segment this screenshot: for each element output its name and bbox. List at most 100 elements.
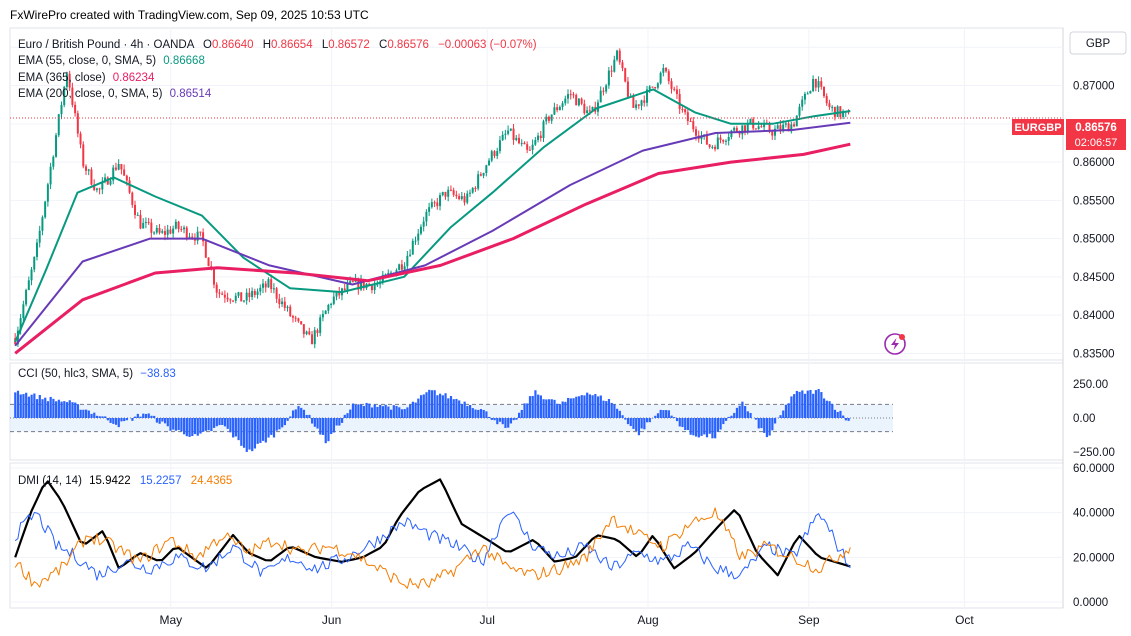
candle xyxy=(311,331,314,345)
cci-bar xyxy=(22,394,25,418)
lightning-alert-icon[interactable] xyxy=(884,333,906,355)
candle xyxy=(798,103,801,121)
candle xyxy=(327,303,330,314)
cci-bar xyxy=(656,413,660,418)
cci-bar xyxy=(479,408,483,418)
credit-text: FxWirePro created with TradingView.com, … xyxy=(10,8,369,22)
candle xyxy=(605,83,608,94)
price-pane[interactable] xyxy=(10,48,1063,355)
cci-bar xyxy=(55,401,58,418)
cci-bar xyxy=(384,404,387,418)
candle xyxy=(95,187,98,193)
candle xyxy=(289,304,292,318)
candle xyxy=(351,280,354,283)
cci-bar xyxy=(49,396,52,418)
cci-bar xyxy=(727,416,730,418)
cci-bar xyxy=(455,398,458,418)
currency-button[interactable]: GBP xyxy=(1069,31,1127,55)
cci-bar xyxy=(101,416,104,418)
dmi-line-adx xyxy=(14,478,851,577)
candle xyxy=(321,310,324,322)
cci-bar xyxy=(14,392,17,418)
cci-bar xyxy=(158,418,161,424)
candle xyxy=(275,286,278,304)
cci-bar xyxy=(294,409,297,418)
cci-bar xyxy=(360,404,363,418)
cci-bar xyxy=(166,418,169,427)
cci-bar xyxy=(567,397,570,418)
candle xyxy=(166,224,169,240)
ohlc-high-key: H xyxy=(263,39,271,51)
candle xyxy=(433,200,436,208)
cci-pane[interactable] xyxy=(10,389,893,452)
cci-bar xyxy=(844,418,847,421)
candle xyxy=(488,158,491,166)
grid-lines xyxy=(10,28,1063,608)
cci-bar xyxy=(207,418,210,431)
dmi-label: DMI (14, 14) xyxy=(18,475,82,487)
cci-bar xyxy=(684,418,687,431)
dmi-pane[interactable] xyxy=(14,478,851,589)
candle xyxy=(817,76,820,92)
candle xyxy=(727,131,730,146)
cci-tick: 0.00 xyxy=(1073,413,1095,425)
candle xyxy=(172,225,175,238)
cci-bar xyxy=(534,390,537,418)
price-axis[interactable]: 0.875000.870000.865000.860000.855000.850… xyxy=(1073,42,1115,360)
cci-bar xyxy=(311,418,314,424)
cci-bar xyxy=(338,418,341,426)
candle xyxy=(498,136,501,154)
candle xyxy=(251,287,254,301)
cci-bar xyxy=(621,415,624,418)
candle xyxy=(240,292,243,302)
cci-bar xyxy=(629,418,632,427)
cci-bar xyxy=(144,413,148,418)
cci-bar xyxy=(741,401,744,418)
candle xyxy=(87,168,90,176)
cci-bar xyxy=(517,412,521,418)
ohlc-close-key: C xyxy=(379,39,387,51)
cci-axis[interactable]: 250.00 0.00 −250.00 xyxy=(1073,379,1115,459)
candle xyxy=(419,224,422,236)
candle xyxy=(537,132,540,143)
cci-bar xyxy=(411,401,414,418)
cci-bar xyxy=(229,418,232,433)
time-axis[interactable]: May Jun Jul Aug Sep Oct xyxy=(159,613,974,627)
candle xyxy=(79,131,82,149)
cci-bar xyxy=(136,413,139,418)
cci-bar xyxy=(87,410,90,418)
candle xyxy=(60,101,63,120)
candle xyxy=(681,105,684,113)
cci-bar xyxy=(155,418,158,423)
cci-bar xyxy=(38,395,41,418)
cci-bar xyxy=(419,395,423,418)
candle xyxy=(221,291,224,296)
cci-bar xyxy=(528,396,532,418)
cci-bar xyxy=(376,406,379,418)
ema55-value: 0.86668 xyxy=(163,55,205,67)
cci-bar xyxy=(561,401,564,418)
candle xyxy=(515,134,518,142)
candle xyxy=(44,200,47,219)
cci-bar xyxy=(616,408,619,418)
candle xyxy=(708,144,711,149)
cci-bar xyxy=(463,401,466,418)
cci-bar xyxy=(537,394,540,418)
dmi-axis[interactable]: 60.0000 40.0000 20.0000 0.0000 xyxy=(1073,463,1115,609)
candle xyxy=(428,202,431,216)
cci-bar xyxy=(760,418,763,429)
candle xyxy=(616,49,619,62)
candle xyxy=(212,268,215,289)
candle xyxy=(474,186,477,192)
candle xyxy=(528,146,531,151)
cci-bar xyxy=(814,390,818,418)
cci-bar xyxy=(381,406,385,418)
cci-bar xyxy=(373,404,376,418)
cci-bar xyxy=(379,404,382,418)
candle xyxy=(101,177,104,195)
cci-bar xyxy=(215,418,218,427)
candle xyxy=(436,197,439,210)
candle xyxy=(411,238,414,255)
